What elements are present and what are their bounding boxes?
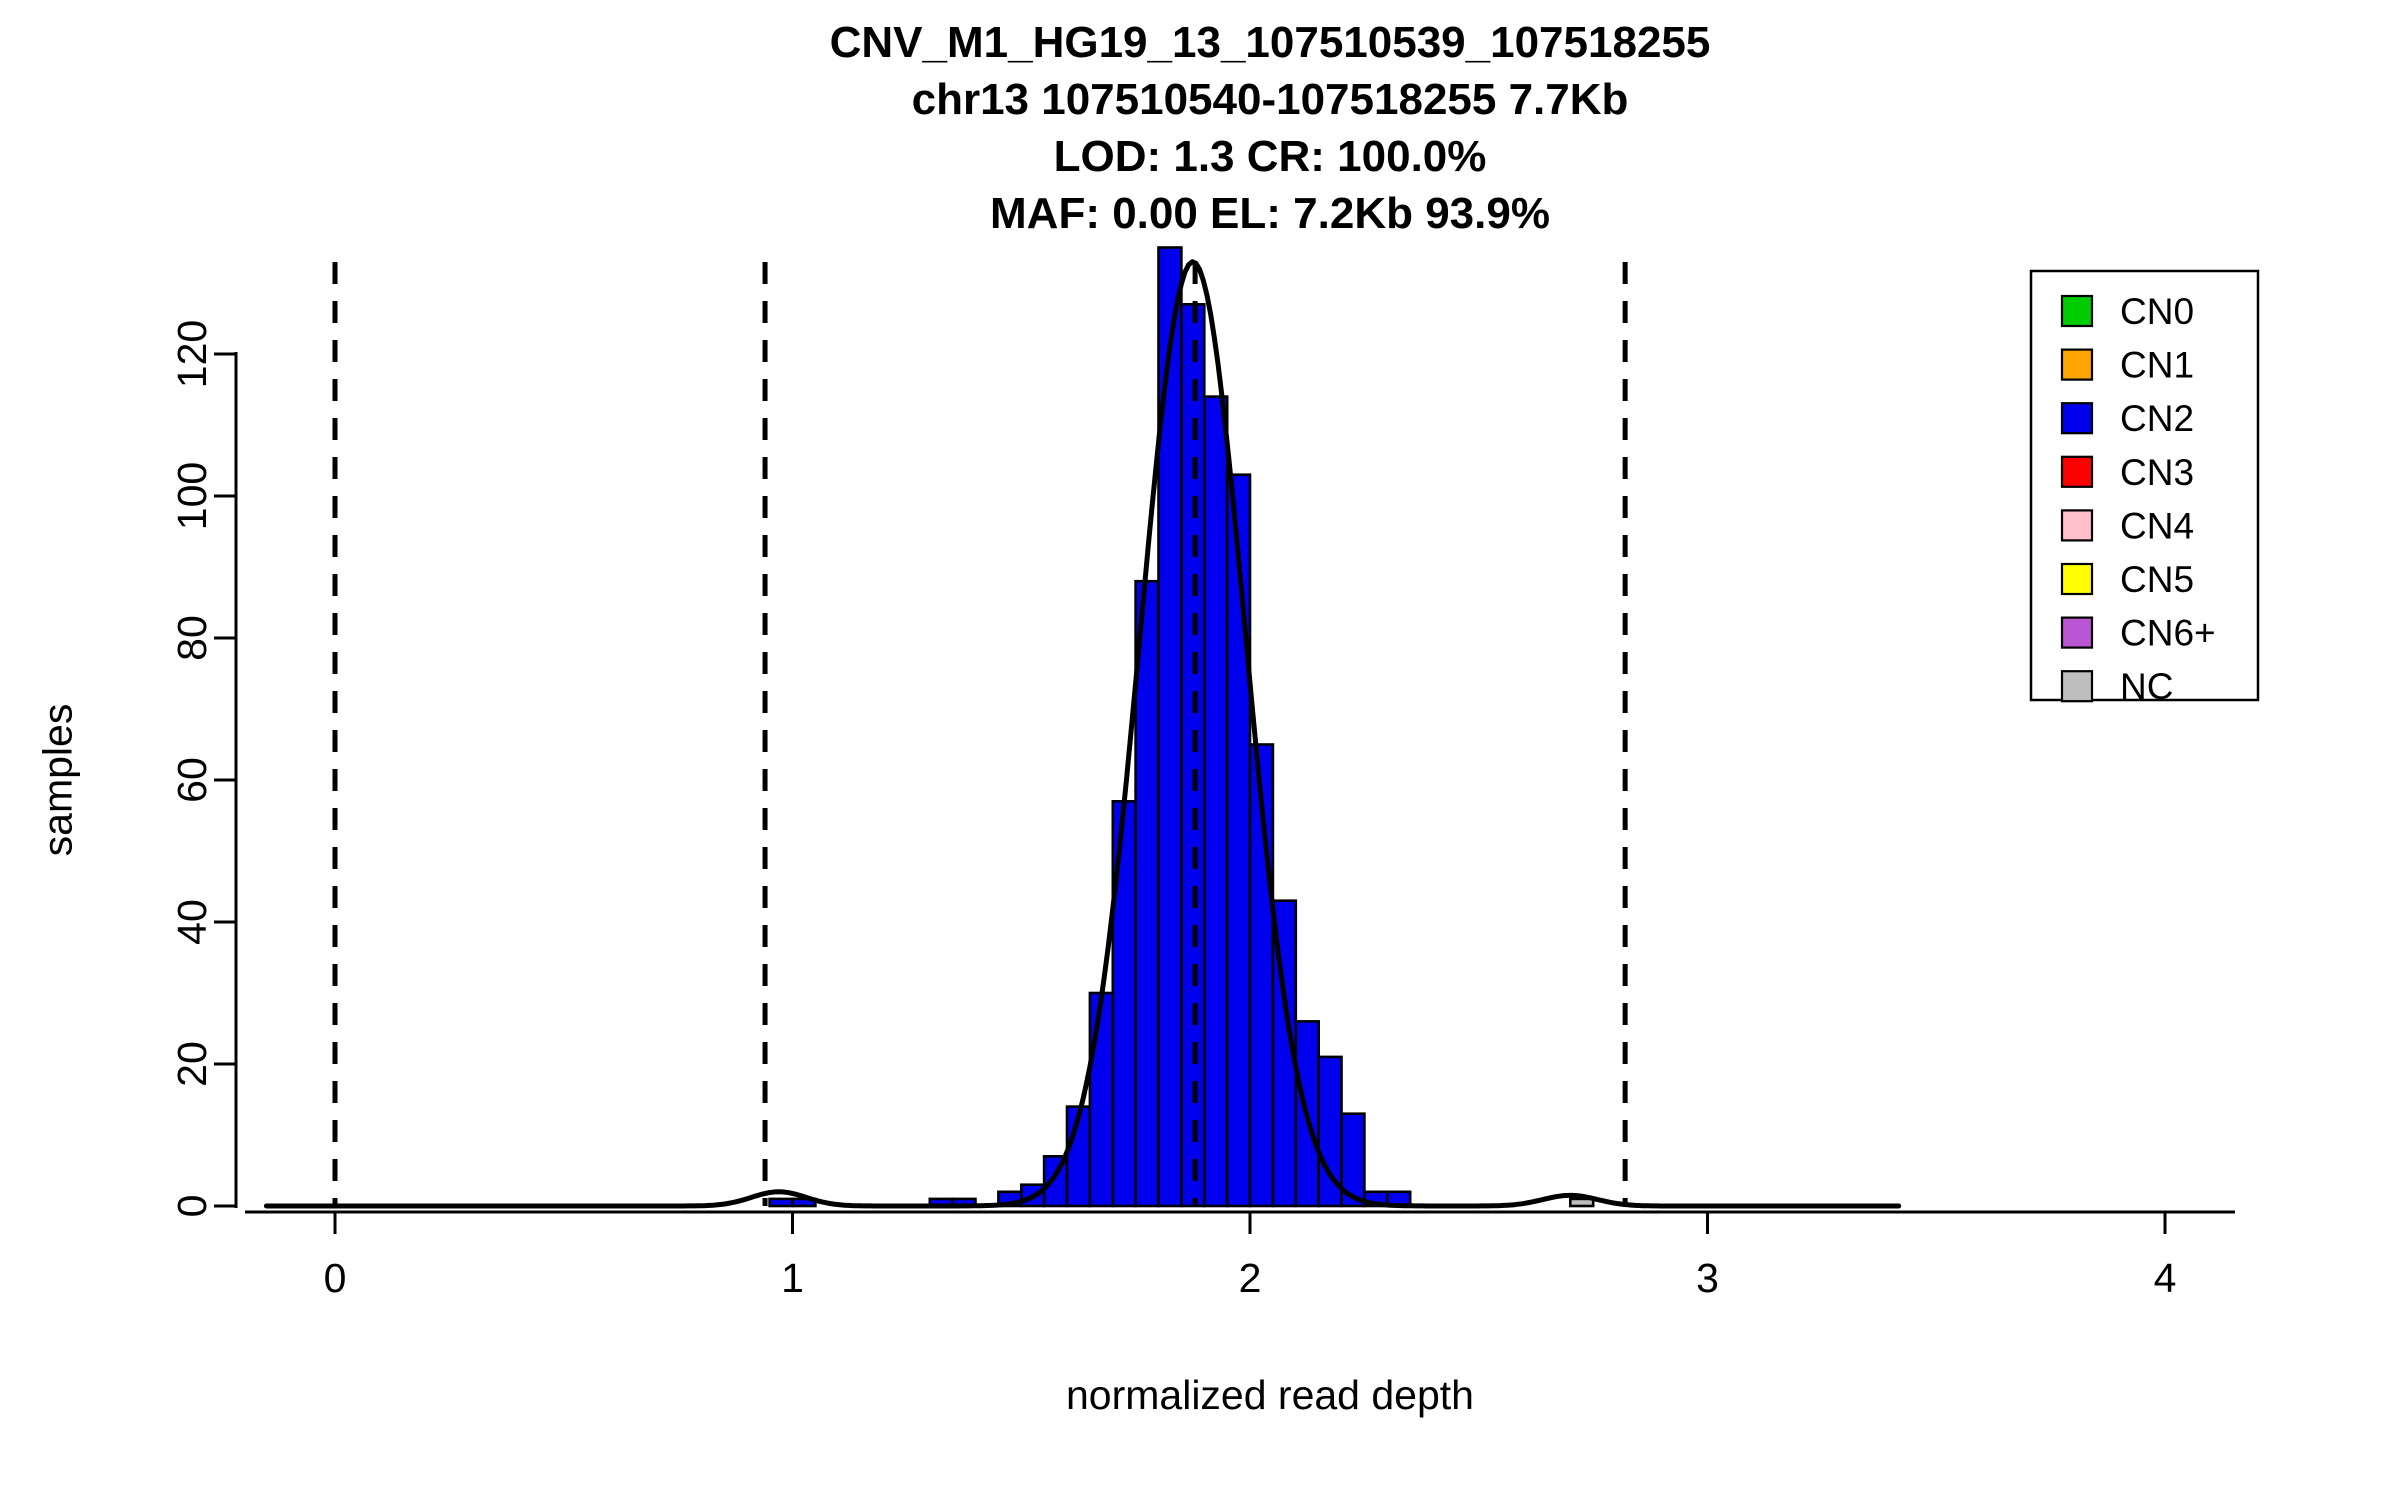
x-axis-label: normalized read depth [1066, 1372, 1474, 1418]
plot-title-line-1: CNV_M1_HG19_13_107510539_107518255 [829, 18, 1711, 67]
legend-label-cn4: CN4 [2120, 505, 2194, 546]
y-tick-label: 80 [169, 615, 215, 661]
histogram-bar [768, 1197, 794, 1208]
x-tick-label: 3 [1696, 1255, 1719, 1301]
legend-swatch-cn0 [2060, 294, 2094, 328]
y-tick-label: 0 [169, 1195, 215, 1218]
y-tick-label: 120 [169, 320, 215, 388]
histogram-bar [1088, 991, 1115, 1208]
x-tick-label: 1 [781, 1255, 804, 1301]
legend-swatch-cn4 [2060, 509, 2094, 542]
legend-swatch-cn6plus [2060, 616, 2094, 649]
histogram-bar [1134, 579, 1160, 1208]
legend-swatch-cn5 [2060, 562, 2094, 596]
legend-label-cn2: CN2 [2120, 398, 2194, 439]
y-tick-label: 20 [169, 1041, 215, 1087]
plot-title-line-2: chr13 107510540-107518255 7.7Kb [911, 75, 1629, 124]
y-tick-label: 100 [169, 462, 215, 530]
legend-label-cn0: CN0 [2120, 291, 2194, 332]
legend-label-cn3: CN3 [2120, 452, 2194, 493]
x-tick-label: 2 [1239, 1255, 1262, 1301]
plot-title: CNV_M1_HG19_13_107510539_107518255 chr13… [240, 14, 2300, 242]
legend-swatch-nc [2060, 670, 2094, 703]
plot-title-line-4: MAF: 0.00 EL: 7.2Kb 93.9% [990, 189, 1550, 238]
legend-label-cn1: CN1 [2120, 345, 2194, 386]
x-tick-label: 4 [2154, 1255, 2177, 1301]
legend-swatch-cn2 [2060, 402, 2094, 435]
x-tick-label: 0 [324, 1255, 347, 1301]
histogram-bar [1203, 395, 1229, 1208]
y-tick-label: 60 [169, 757, 215, 803]
histogram-bar [1569, 1197, 1595, 1208]
gaussian-fit-curve [263, 259, 1902, 1209]
legend-label-cn6plus: CN6+ [2120, 613, 2216, 654]
legend-label-nc: NC [2120, 666, 2173, 707]
plot-title-line-3: LOD: 1.3 CR: 100.0% [1053, 132, 1487, 181]
histogram-bar [1340, 1112, 1366, 1208]
legend-swatch-cn3 [2060, 455, 2094, 488]
y-axis-label: samples [34, 703, 81, 857]
legend-label-cn5: CN5 [2120, 559, 2194, 600]
legend-swatch-cn1 [2060, 348, 2094, 381]
y-tick-label: 40 [169, 899, 215, 945]
